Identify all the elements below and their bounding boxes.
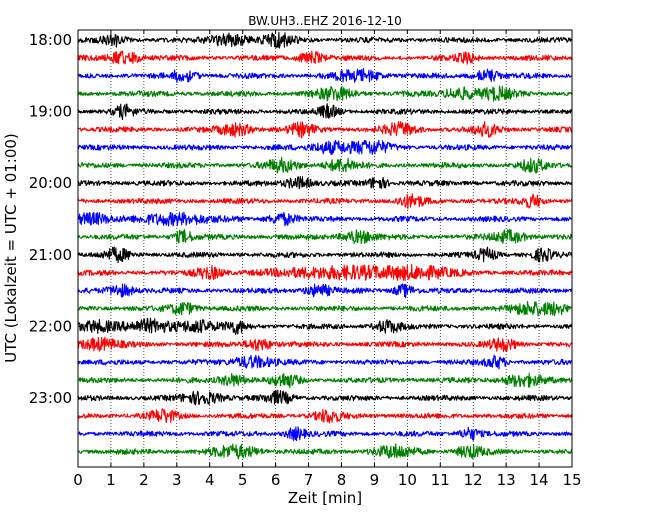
trace-2000 xyxy=(77,176,573,190)
trace-2245 xyxy=(77,372,573,389)
x-tick-label: 2 xyxy=(139,471,149,489)
x-tick-label: 6 xyxy=(271,471,281,489)
trace-2145 xyxy=(77,301,573,317)
y-tick-label: 21:00 xyxy=(29,246,72,264)
x-tick-label: 13 xyxy=(497,471,516,489)
y-tick-label: 20:00 xyxy=(29,174,72,192)
y-tick-label: 23:00 xyxy=(29,389,72,407)
x-tick-label: 9 xyxy=(370,471,380,489)
x-tick-label: 12 xyxy=(464,471,483,489)
plot-frame xyxy=(77,29,573,468)
x-tick-label: 15 xyxy=(562,471,581,489)
trace-2300 xyxy=(77,389,573,406)
trace-2345 xyxy=(77,443,573,460)
x-tick-label: 3 xyxy=(172,471,182,489)
trace-2030 xyxy=(77,211,573,227)
trace-1815 xyxy=(77,50,573,65)
x-gridlines xyxy=(110,30,540,467)
chart-title: BW.UH3..EHZ 2016-12-10 xyxy=(248,14,402,28)
trace-1800 xyxy=(77,31,573,49)
x-tick-label: 4 xyxy=(205,471,215,489)
y-tick-label: 19:00 xyxy=(29,103,72,121)
y-tick-label: 18:00 xyxy=(29,31,72,49)
trace-2045 xyxy=(77,228,573,245)
x-tick-label: 1 xyxy=(106,471,116,489)
trace-1915 xyxy=(77,120,573,139)
x-tick-label: 14 xyxy=(530,471,549,489)
x-tick-label: 0 xyxy=(73,471,83,489)
trace-2115 xyxy=(77,264,573,282)
x-tick-label: 5 xyxy=(238,471,248,489)
trace-2200 xyxy=(77,317,573,335)
trace-1845 xyxy=(77,85,573,102)
trace-1900 xyxy=(77,103,573,121)
trace-2315 xyxy=(77,408,573,424)
trace-1945 xyxy=(77,156,573,174)
trace-2130 xyxy=(77,283,573,299)
trace-2015 xyxy=(77,193,573,210)
trace-2100 xyxy=(77,246,573,264)
trace-1930 xyxy=(77,139,573,155)
x-axis-label: Zeit [min] xyxy=(288,489,362,507)
y-axis-label: UTC (Lokalzeit = UTC + 01:00) xyxy=(2,133,20,363)
x-tick-label: 11 xyxy=(431,471,450,489)
y-tick-label: 22:00 xyxy=(29,317,72,335)
trace-2230 xyxy=(77,354,573,370)
x-axis-ticks: 0 1 2 3 4 5 6 7 8 9 10 11 12 13 14 15 xyxy=(73,30,582,489)
trace-2215 xyxy=(77,336,573,353)
trace-2330 xyxy=(77,426,573,442)
x-tick-label: 8 xyxy=(337,471,347,489)
x-tick-label: 10 xyxy=(398,471,417,489)
seismogram-traces xyxy=(77,31,573,460)
x-tick-label: 7 xyxy=(304,471,314,489)
y-axis-ticks: 18:00 19:00 20:00 21:00 22:00 23:00 xyxy=(29,31,572,407)
trace-1830 xyxy=(77,67,573,84)
